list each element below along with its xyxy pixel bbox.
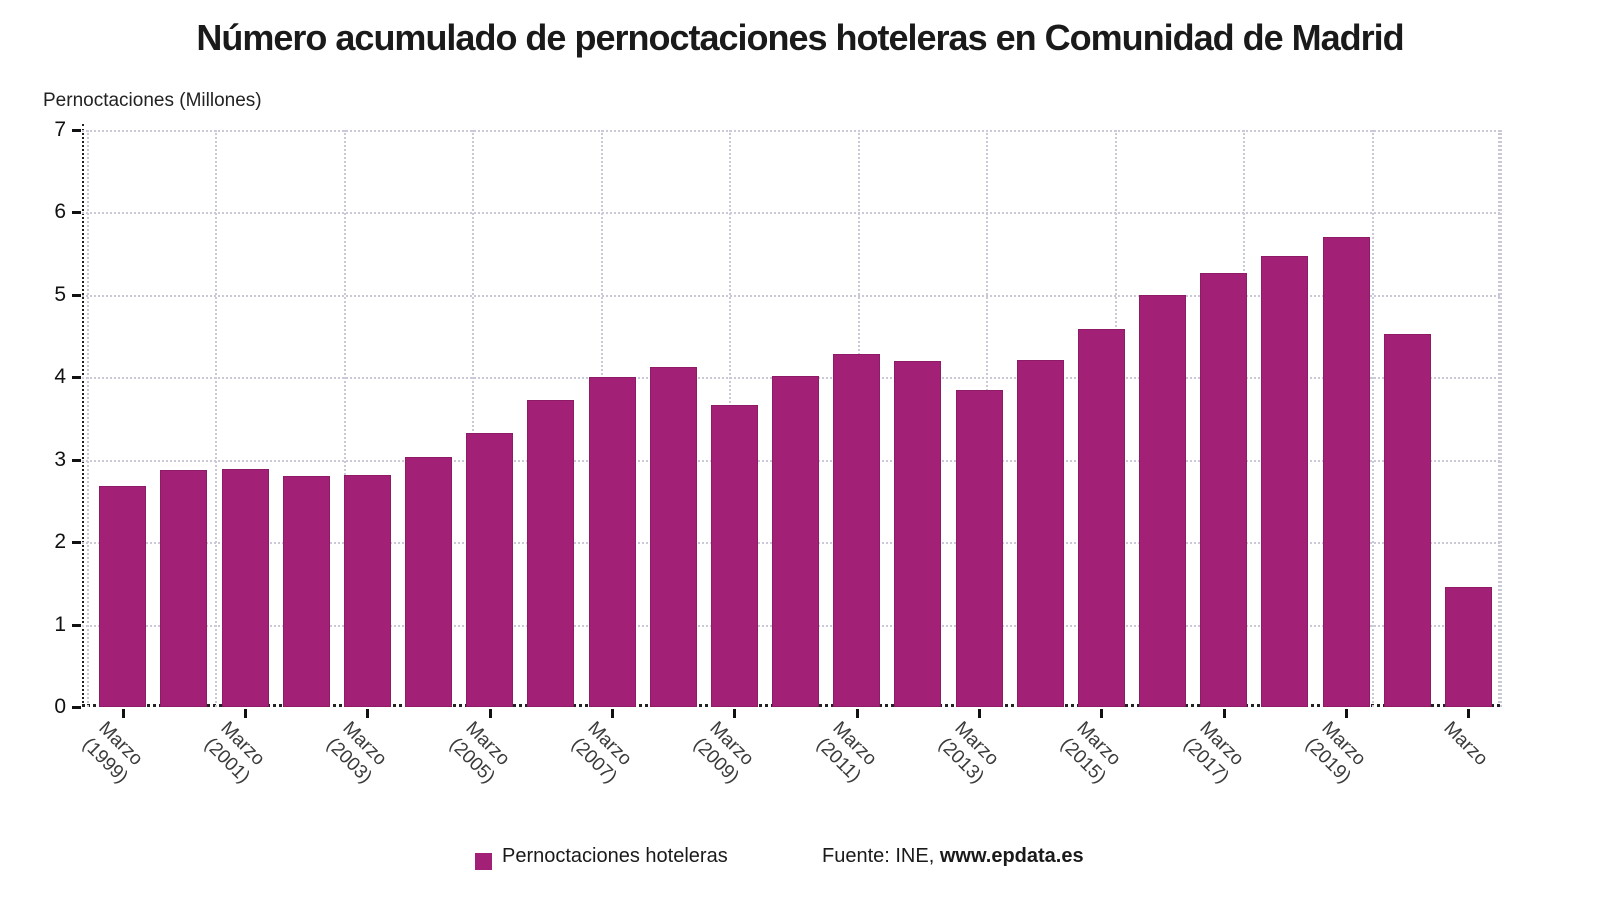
x-tick-label-1: Marzo (2001) bbox=[200, 717, 269, 788]
y-tick-label-4: 4 bbox=[54, 365, 66, 389]
bar-2002 bbox=[282, 476, 330, 707]
bar-2003 bbox=[343, 475, 391, 707]
y-tick-mark-5 bbox=[72, 293, 81, 297]
y-axis-title: Pernoctaciones (Millones) bbox=[43, 90, 262, 111]
y-tick-mark-4 bbox=[72, 376, 81, 380]
x-tick-mark-3 bbox=[488, 709, 492, 718]
x-tick-mark-6 bbox=[855, 709, 859, 718]
gridline-h-5 bbox=[82, 294, 1500, 297]
x-tick-mark-1 bbox=[244, 709, 248, 718]
x-tick-label-4: Marzo (2007) bbox=[567, 717, 636, 788]
y-tick-mark-6 bbox=[72, 211, 81, 215]
x-tick-mark-10 bbox=[1345, 709, 1349, 718]
x-tick-label-0: Marzo (1999) bbox=[77, 717, 147, 788]
legend-series-label: Pernoctaciones hoteleras bbox=[502, 845, 728, 867]
x-tick-mark-9 bbox=[1222, 709, 1226, 718]
bar-2014 bbox=[1016, 359, 1064, 707]
gridline-v-10 bbox=[1371, 130, 1374, 707]
x-tick-mark-5 bbox=[733, 709, 737, 718]
gridline-h-7 bbox=[82, 130, 1500, 132]
x-tick-mark-0 bbox=[121, 709, 125, 718]
bar-1999 bbox=[99, 486, 147, 707]
bar-2009 bbox=[710, 405, 758, 707]
y-tick-label-3: 3 bbox=[54, 447, 66, 471]
x-tick-label-10: Marzo (2019) bbox=[1301, 717, 1370, 788]
bar-2010 bbox=[772, 376, 820, 707]
source-note: Fuente: INE, www.epdata.es bbox=[822, 845, 1084, 868]
gridline-v-1 bbox=[215, 130, 218, 707]
bar-2001 bbox=[221, 468, 269, 707]
x-tick-label-3: Marzo (2005) bbox=[444, 717, 514, 788]
legend-marker-swatch bbox=[475, 853, 492, 870]
gridline-v-3 bbox=[472, 130, 475, 707]
y-tick-label-7: 7 bbox=[54, 118, 66, 141]
x-tick-label-8: Marzo (2015) bbox=[1056, 717, 1126, 788]
x-tick-mark-8 bbox=[1100, 709, 1104, 718]
x-tick-mark-11 bbox=[1467, 709, 1471, 718]
bar-2007 bbox=[588, 377, 636, 707]
bar-2019 bbox=[1322, 237, 1370, 707]
gridline-v-11 bbox=[1500, 130, 1502, 707]
y-tick-label-0: 0 bbox=[54, 695, 66, 718]
y-tick-mark-7 bbox=[72, 129, 81, 132]
legend-row: Pernoctaciones hoteleras Fuente: INE, ww… bbox=[0, 843, 1600, 877]
x-tick-mark-7 bbox=[978, 709, 982, 718]
bar-2008 bbox=[649, 366, 697, 707]
bar-2004 bbox=[405, 457, 453, 707]
bar-2021 bbox=[1444, 586, 1492, 707]
y-tick-label-6: 6 bbox=[54, 200, 66, 224]
source-link-text: www.epdata.es bbox=[939, 845, 1084, 867]
x-tick-label-2: Marzo (2003) bbox=[322, 717, 392, 788]
gridline-v-0 bbox=[87, 130, 89, 707]
x-tick-mark-4 bbox=[611, 709, 615, 718]
bar-2000 bbox=[160, 470, 208, 707]
x-tick-mark-2 bbox=[366, 709, 370, 718]
gridline-h-6 bbox=[82, 212, 1500, 215]
bar-2017 bbox=[1200, 272, 1248, 707]
y-tick-label-2: 2 bbox=[54, 530, 66, 554]
x-tick-label-11: Marzo bbox=[1439, 717, 1493, 770]
bar-2015 bbox=[1077, 328, 1125, 707]
bar-2011 bbox=[833, 354, 881, 707]
source-prefix: Fuente: INE, bbox=[822, 845, 940, 867]
bar-2013 bbox=[955, 390, 1003, 707]
y-tick-mark-1 bbox=[72, 623, 81, 627]
bar-2020 bbox=[1383, 334, 1431, 707]
x-tick-label-9: Marzo (2017) bbox=[1178, 717, 1248, 788]
bar-2018 bbox=[1261, 256, 1309, 707]
gridline-v-2 bbox=[343, 130, 346, 707]
bar-2006 bbox=[527, 400, 575, 707]
bar-2005 bbox=[466, 432, 514, 707]
y-tick-label-1: 1 bbox=[54, 612, 66, 636]
x-tick-label-7: Marzo (2013) bbox=[934, 717, 1003, 788]
bar-2012 bbox=[894, 360, 942, 707]
chart-title: Número acumulado de pernoctaciones hotel… bbox=[196, 17, 1404, 58]
bar-2016 bbox=[1139, 294, 1187, 707]
plot-area bbox=[82, 124, 1502, 707]
y-tick-label-5: 5 bbox=[54, 282, 66, 306]
x-tick-label-5: Marzo (2009) bbox=[689, 717, 759, 788]
y-tick-mark-2 bbox=[72, 541, 81, 545]
x-tick-label-6: Marzo (2011) bbox=[811, 717, 881, 787]
y-tick-mark-0 bbox=[72, 706, 81, 709]
y-tick-mark-3 bbox=[72, 458, 81, 462]
